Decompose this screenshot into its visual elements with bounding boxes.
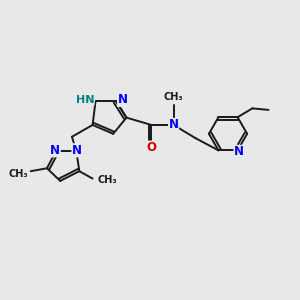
Text: N: N xyxy=(50,144,60,157)
Text: HN: HN xyxy=(76,95,94,105)
Text: CH₃: CH₃ xyxy=(97,175,117,185)
Text: N: N xyxy=(169,118,178,131)
Text: N: N xyxy=(118,93,128,106)
Text: N: N xyxy=(234,146,244,158)
Text: O: O xyxy=(146,141,157,154)
Text: CH₃: CH₃ xyxy=(9,169,28,179)
Text: CH₃: CH₃ xyxy=(164,92,183,102)
Text: N: N xyxy=(72,144,82,157)
